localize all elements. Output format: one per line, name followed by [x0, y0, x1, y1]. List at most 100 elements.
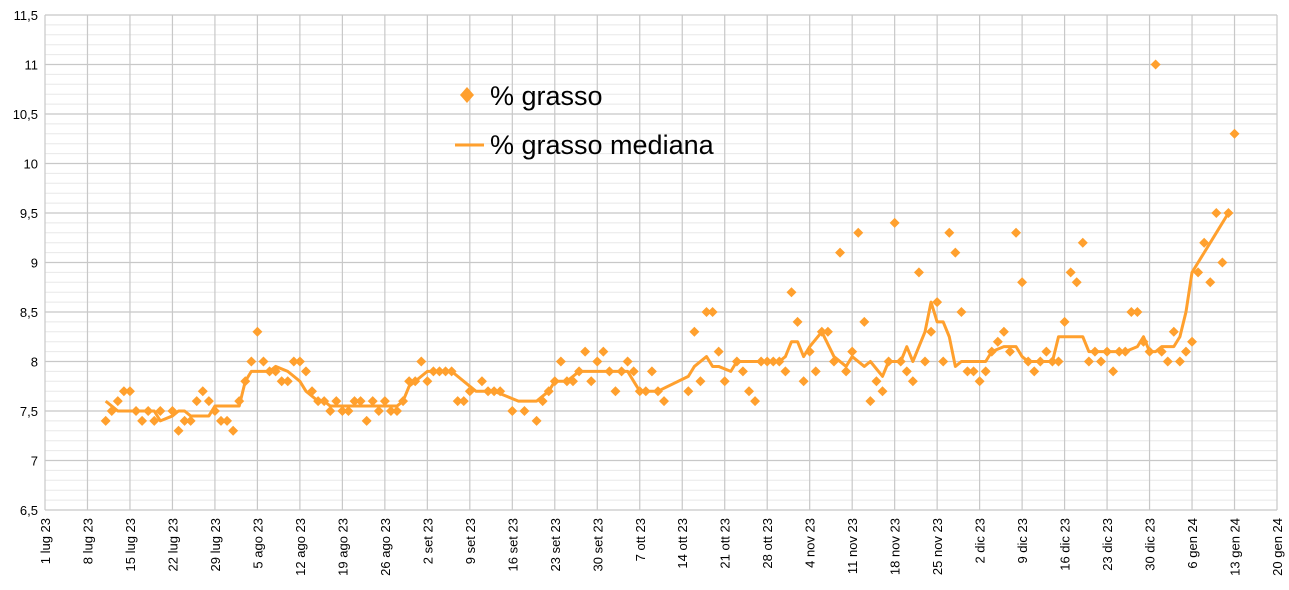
data-point — [707, 307, 718, 317]
data-point — [1156, 346, 1167, 357]
data-point — [222, 415, 233, 426]
data-point — [458, 396, 469, 407]
data-point — [282, 376, 293, 387]
data-point — [1041, 346, 1052, 357]
data-point — [586, 376, 597, 387]
data-point — [1077, 237, 1088, 248]
data-point — [877, 386, 888, 397]
data-point — [841, 366, 852, 377]
plot-area — [100, 59, 1240, 436]
data-point — [1023, 356, 1034, 367]
x-tick-label: 13 gen 24 — [1228, 518, 1243, 576]
data-point — [118, 386, 129, 397]
data-point — [750, 396, 761, 407]
data-point — [792, 316, 803, 327]
data-point — [701, 307, 712, 317]
data-point — [1035, 356, 1046, 367]
x-tick-label: 9 set 23 — [463, 518, 478, 564]
data-point — [228, 425, 239, 436]
data-point — [313, 396, 324, 407]
data-point — [998, 326, 1009, 337]
x-tick-label: 16 dic 23 — [1058, 518, 1073, 571]
data-point — [640, 386, 651, 397]
data-point — [349, 396, 360, 407]
data-point — [337, 406, 348, 416]
data-point — [1004, 346, 1015, 357]
data-point — [780, 366, 791, 377]
data-point — [859, 316, 870, 327]
data-point — [822, 326, 833, 337]
data-point — [1174, 356, 1185, 367]
data-point — [355, 396, 366, 407]
data-point — [713, 346, 724, 357]
y-tick-label: 9 — [31, 256, 38, 271]
y-tick-label: 8 — [31, 355, 38, 370]
data-point — [137, 415, 148, 426]
y-tick-label: 10,5 — [13, 107, 38, 122]
data-point — [768, 356, 779, 367]
x-tick-label: 21 ott 23 — [718, 518, 733, 569]
data-point — [1120, 346, 1131, 357]
data-point — [264, 366, 275, 377]
x-tick-label: 6 gen 24 — [1185, 518, 1200, 569]
data-point — [131, 406, 142, 416]
data-point — [610, 386, 621, 397]
x-tick-label: 11 nov 23 — [845, 518, 860, 574]
data-point — [871, 376, 882, 387]
data-point — [173, 425, 184, 436]
legend: % grasso % grasso mediana — [455, 81, 715, 160]
data-point — [580, 346, 591, 357]
legend-label-grasso: % grasso — [490, 81, 603, 111]
data-point — [986, 346, 997, 357]
y-tick-label: 7,5 — [20, 404, 38, 419]
data-point — [1205, 277, 1216, 288]
data-point — [604, 366, 615, 377]
data-point — [240, 376, 251, 387]
data-point — [1029, 366, 1040, 377]
data-point — [646, 366, 657, 377]
data-point — [343, 406, 354, 416]
data-point — [422, 376, 433, 387]
data-point — [847, 346, 858, 357]
data-point — [634, 386, 645, 397]
data-point — [622, 356, 633, 367]
data-point — [149, 415, 160, 426]
data-point — [428, 366, 439, 377]
data-point — [1114, 346, 1125, 357]
data-point — [464, 386, 475, 397]
data-point — [325, 406, 336, 416]
data-point — [1132, 307, 1143, 317]
data-point — [804, 346, 815, 357]
data-point — [1180, 346, 1191, 357]
data-point — [950, 247, 961, 258]
data-point — [452, 396, 463, 407]
data-point — [695, 376, 706, 387]
data-point — [300, 366, 311, 377]
x-tick-label: 22 lug 23 — [165, 518, 180, 572]
data-point — [913, 267, 924, 278]
x-tick-label: 12 ago 23 — [293, 518, 308, 576]
data-point — [331, 396, 342, 407]
data-point — [1065, 267, 1076, 278]
data-point — [246, 356, 257, 367]
data-point — [373, 406, 384, 416]
data-point — [185, 415, 196, 426]
data-point — [737, 366, 748, 377]
data-point — [895, 356, 906, 367]
data-point — [276, 376, 287, 387]
y-tick-label: 8,5 — [20, 305, 38, 320]
data-point — [1053, 356, 1064, 367]
data-point — [683, 386, 694, 397]
data-point — [1138, 336, 1149, 347]
data-point — [828, 356, 839, 367]
data-point — [385, 406, 396, 416]
y-axis: 6,5 7 7,5 8 8,5 9 9,5 10 10,5 11 11,5 — [13, 8, 38, 518]
data-point — [816, 326, 827, 337]
x-tick-label: 29 lug 23 — [208, 518, 223, 572]
data-point — [932, 297, 943, 308]
data-point — [404, 376, 415, 387]
data-point — [980, 366, 991, 377]
data-point — [167, 406, 178, 416]
y-tick-label: 11 — [25, 58, 39, 73]
